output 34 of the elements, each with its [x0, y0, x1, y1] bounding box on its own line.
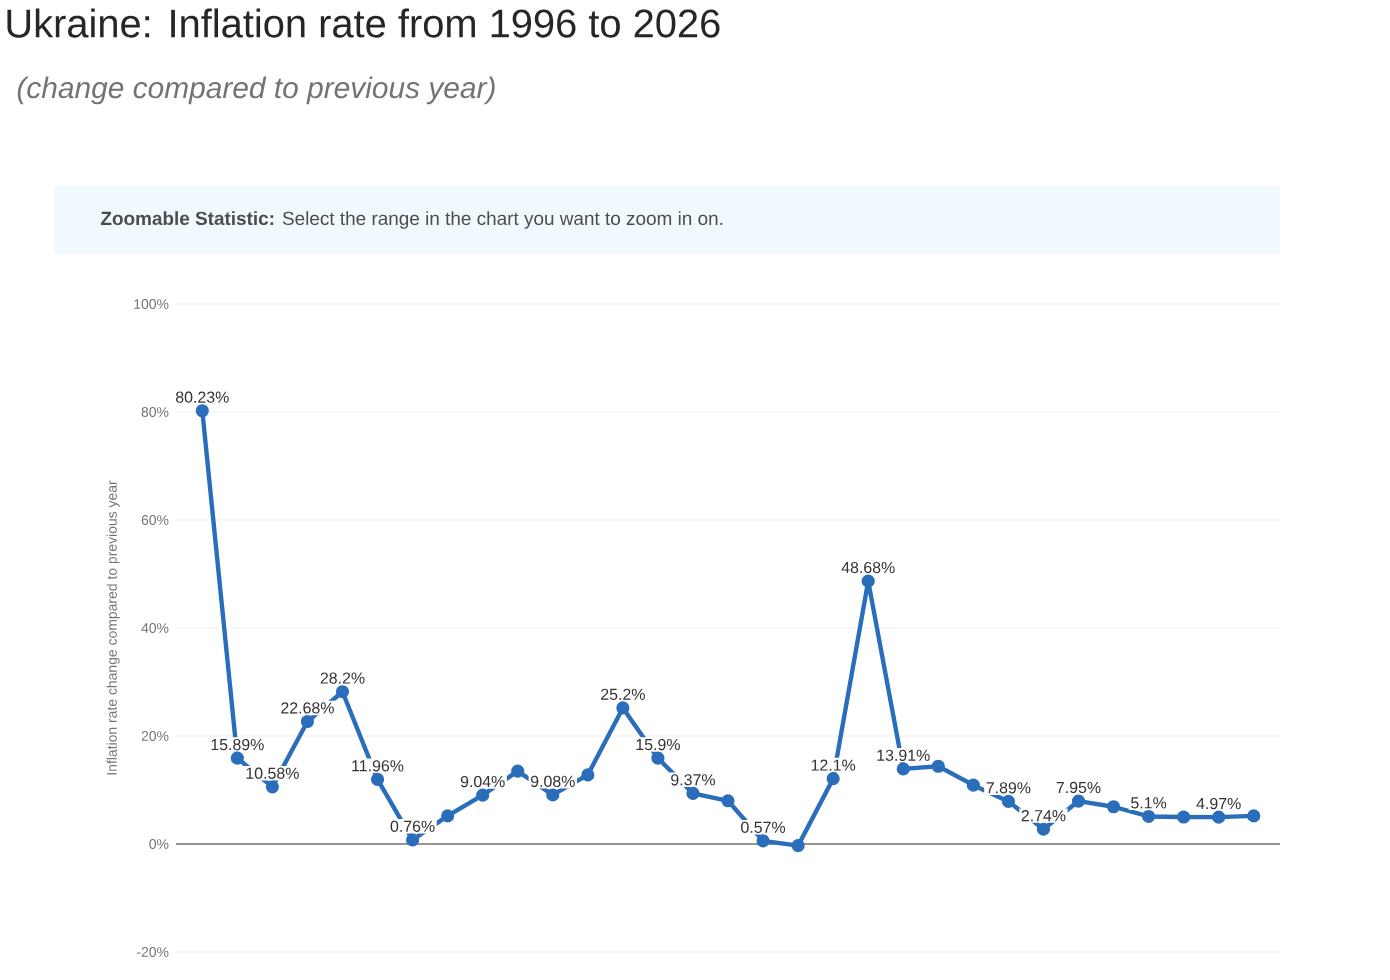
point: [370, 772, 385, 786]
point: [195, 404, 209, 418]
text: Zoomable Statistic: Select the range in the chart you want to zoom in on.: [100, 211, 723, 229]
point: [581, 768, 595, 782]
point: [546, 788, 560, 802]
point: [721, 794, 735, 808]
point: [1247, 809, 1261, 823]
point: [1106, 800, 1121, 814]
chart-subtitle: (change compared to previous year): [17, 76, 495, 105]
point: [335, 685, 350, 699]
point: [826, 772, 840, 786]
point: [1177, 810, 1191, 824]
point: [230, 751, 244, 765]
point: [896, 762, 910, 776]
point: [300, 714, 314, 729]
point: [265, 780, 279, 794]
point: [1071, 794, 1086, 808]
point: [651, 751, 665, 765]
chart-title: Ukraine: Inflation rate from 1996 to 2026: [7, 8, 720, 38]
point: [1212, 810, 1226, 824]
point: [756, 834, 770, 848]
point: [861, 574, 875, 588]
point: [931, 759, 945, 773]
point: [511, 764, 525, 778]
point: [476, 788, 490, 802]
point: [791, 839, 805, 853]
point: [616, 701, 630, 715]
point: [966, 778, 980, 792]
point: [1001, 794, 1015, 808]
point: [686, 786, 700, 800]
point: [441, 809, 455, 823]
point: [1142, 809, 1156, 824]
point: [406, 833, 420, 847]
point: [1036, 822, 1051, 836]
